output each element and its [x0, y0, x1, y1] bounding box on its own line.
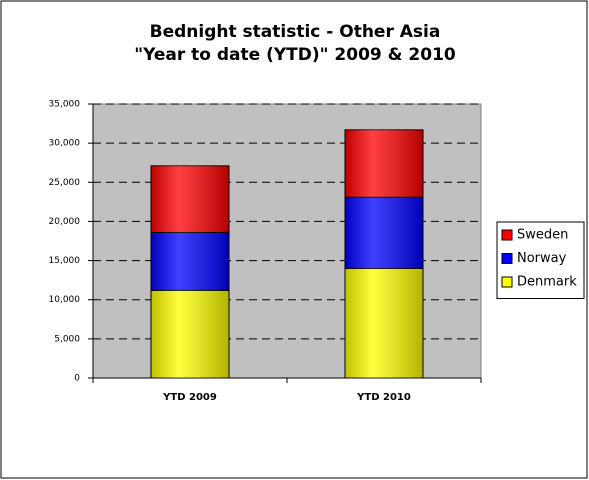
legend-swatch	[501, 229, 513, 241]
bar-segment	[344, 267, 424, 379]
legend-swatch	[501, 253, 513, 264]
legend-label: Norway	[517, 251, 567, 266]
y-tick-label: 10,000	[49, 295, 81, 305]
y-tick-label: 35,000	[49, 100, 81, 110]
bar-segment	[150, 289, 230, 379]
chart-title: "Year to date (YTD)" 2009 & 2010	[134, 45, 456, 65]
y-tick-label: 0	[74, 374, 80, 384]
chart-title: Bednight statistic - Other Asia	[150, 22, 441, 42]
y-tick-label: 15,000	[49, 256, 81, 266]
y-tick-label: 25,000	[49, 178, 81, 188]
bar-segment	[150, 165, 230, 233]
bar-segment	[344, 129, 424, 198]
y-tick-label: 20,000	[49, 217, 81, 227]
y-tick-label: 5,000	[54, 334, 80, 344]
legend-label: Denmark	[517, 275, 577, 290]
legend-label: Sweden	[517, 228, 568, 243]
bar-segment	[344, 196, 424, 269]
bar-segment	[150, 231, 230, 291]
x-tick-label: YTD 2009	[162, 392, 217, 403]
legend-swatch	[501, 276, 513, 288]
x-tick-label: YTD 2010	[356, 392, 411, 403]
y-tick-label: 30,000	[49, 139, 81, 149]
